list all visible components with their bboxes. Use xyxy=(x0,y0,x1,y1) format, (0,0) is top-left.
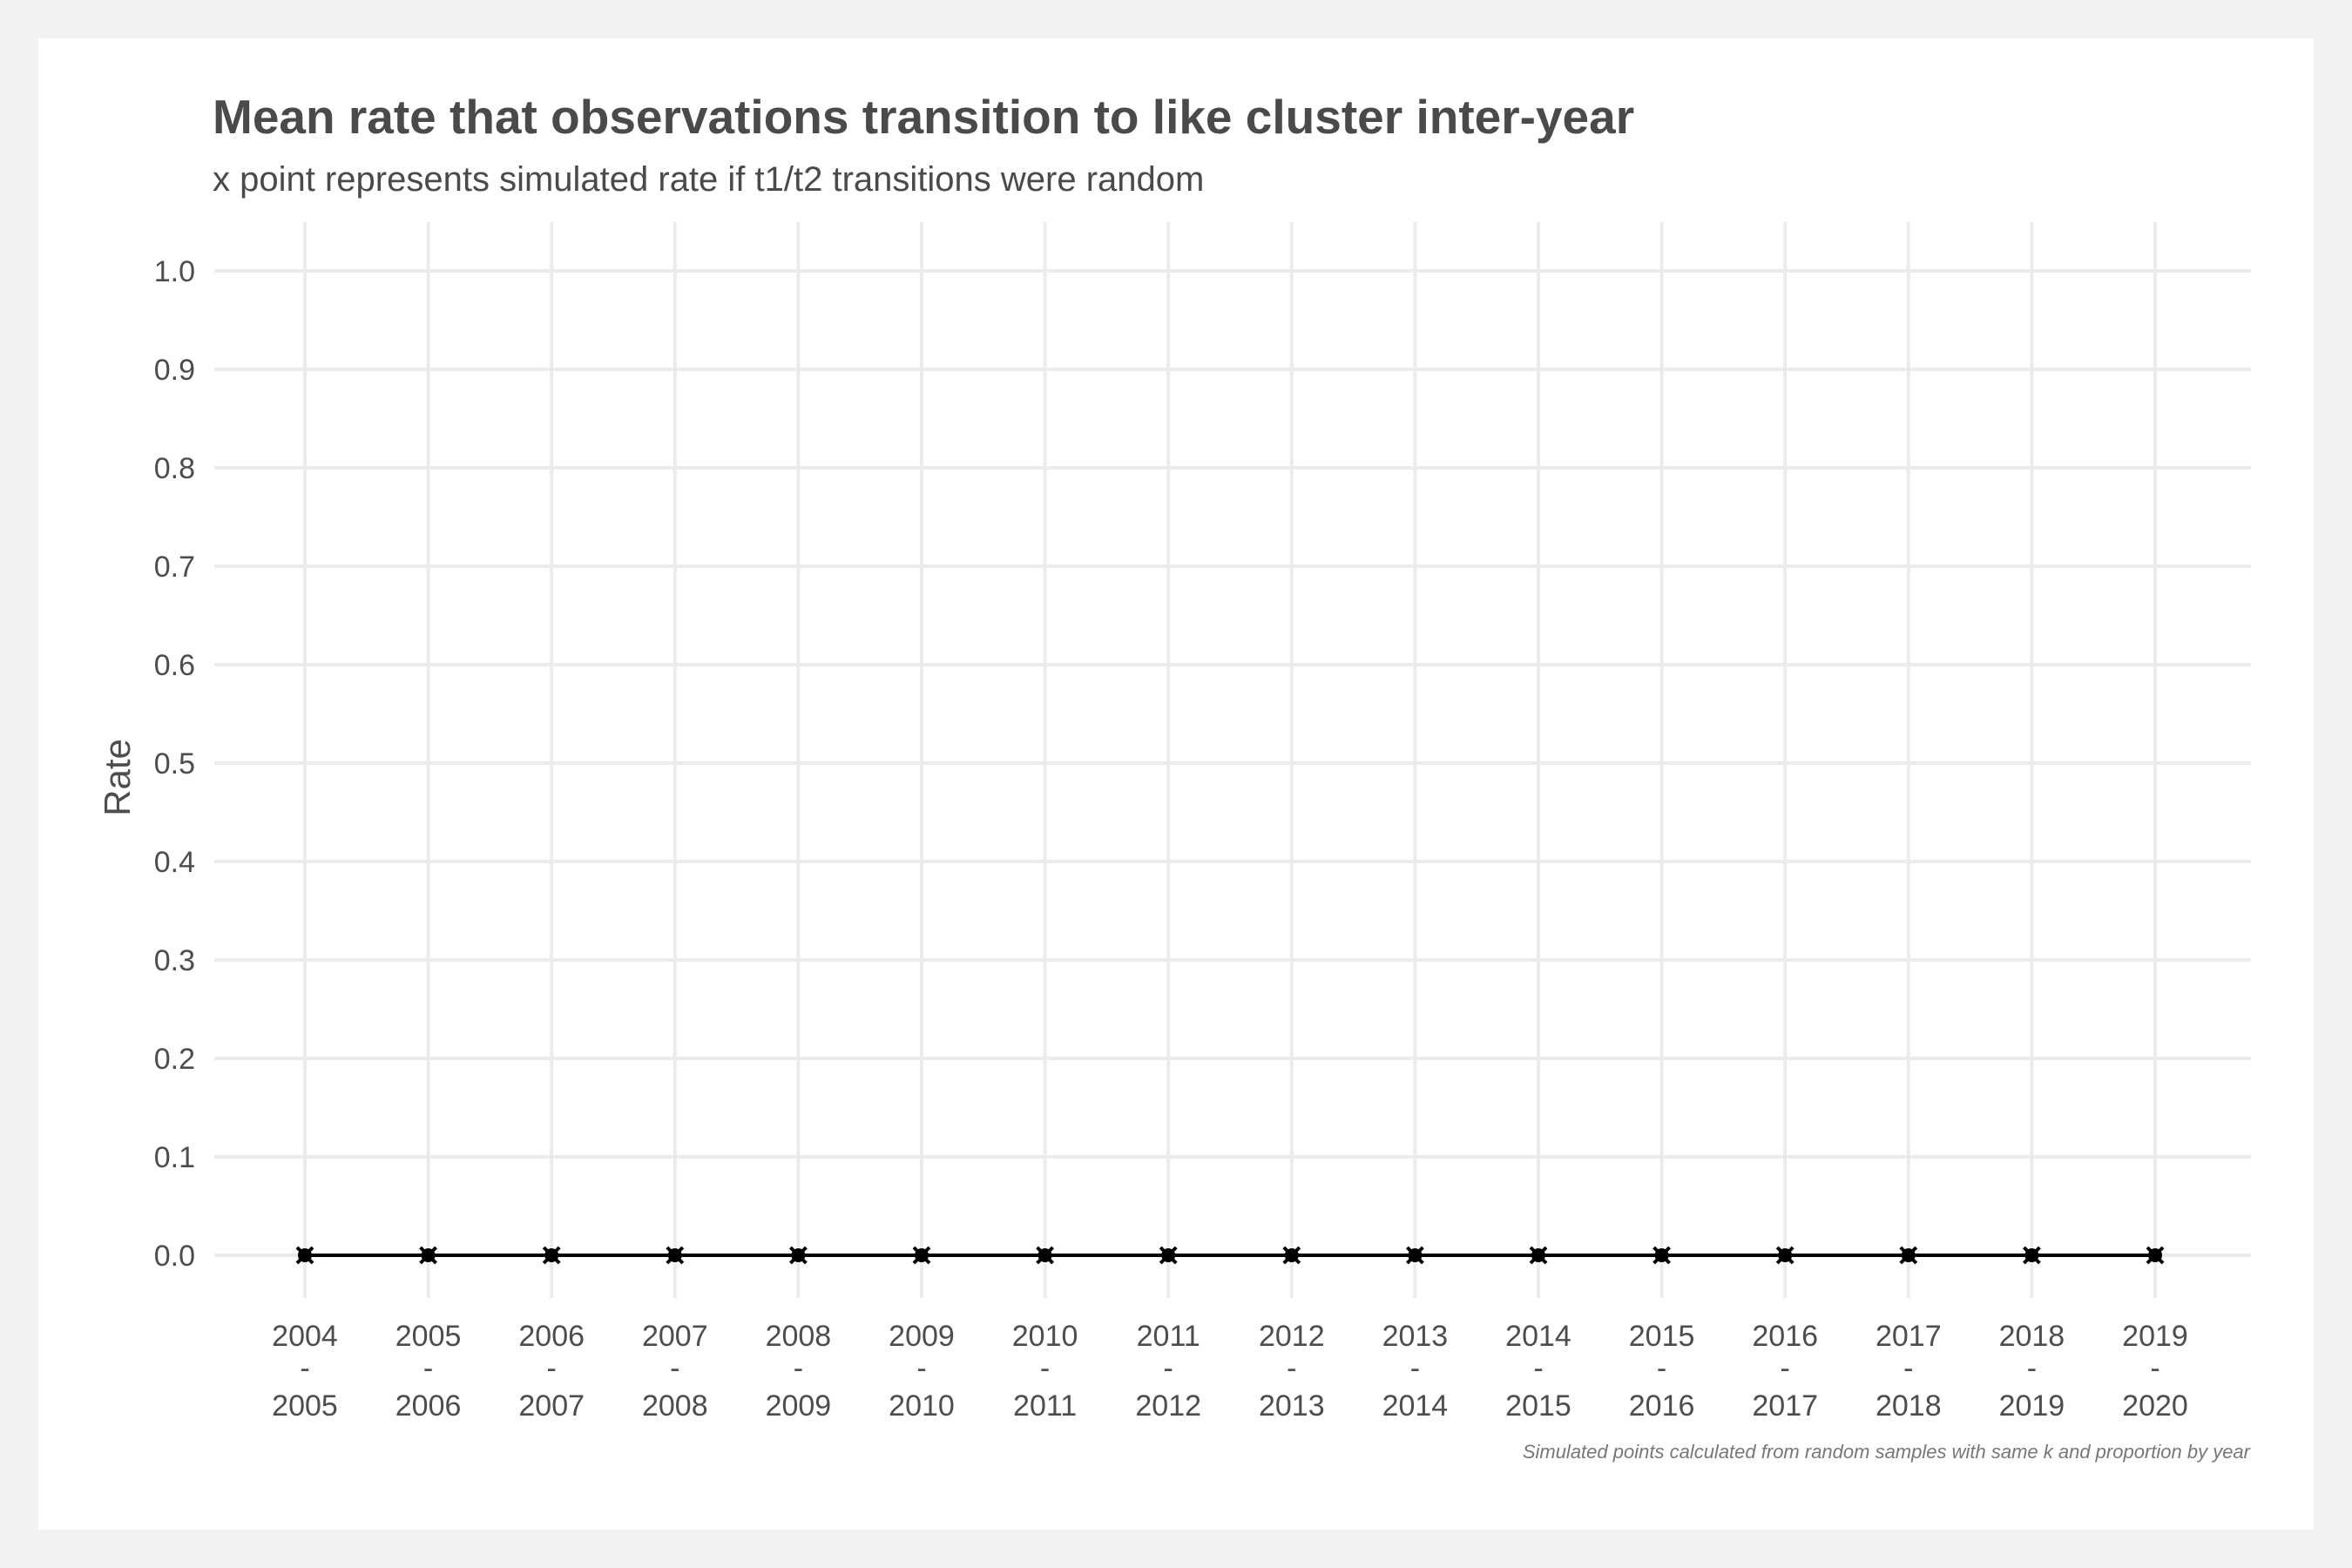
x-tick-label: - xyxy=(1040,1352,1050,1385)
chart-subtitle: x point represents simulated rate if t1/… xyxy=(213,160,1205,199)
x-tick-label: 2006 xyxy=(395,1389,462,1423)
x-tick-label: 2019 xyxy=(2122,1320,2188,1353)
x-tick-label: 2013 xyxy=(1259,1389,1325,1423)
x-tick-label: 2009 xyxy=(889,1320,955,1353)
x-tick-label: 2012 xyxy=(1135,1389,1201,1423)
y-tick-label: 0.3 xyxy=(154,944,195,977)
x-tick-label: 2013 xyxy=(1382,1320,1449,1353)
x-tick-label: - xyxy=(2027,1352,2037,1385)
y-tick-label: 0.6 xyxy=(154,649,195,682)
y-tick-label: 0.0 xyxy=(154,1240,195,1273)
x-tick-label: 2020 xyxy=(2122,1389,2188,1423)
x-tick-label: 2016 xyxy=(1629,1389,1695,1423)
x-tick-label: 2011 xyxy=(1137,1320,1200,1353)
simulated-point-x xyxy=(2022,1246,2041,1265)
x-tick-label: 2018 xyxy=(1876,1389,1942,1423)
x-tick-label: 2005 xyxy=(272,1389,338,1423)
x-tick-label: - xyxy=(1533,1352,1543,1385)
y-tick-label: 0.5 xyxy=(154,747,195,781)
y-tick-label: 0.1 xyxy=(154,1141,195,1174)
x-tick-label: 2012 xyxy=(1259,1320,1325,1353)
x-tick-label: 2009 xyxy=(766,1389,832,1423)
x-tick-label: 2010 xyxy=(889,1389,955,1423)
simulated-point-x xyxy=(1405,1246,1424,1265)
simulated-point-x xyxy=(1652,1246,1672,1265)
chart-title: Mean rate that observations transition t… xyxy=(213,90,1635,144)
x-tick-label: 2005 xyxy=(395,1320,462,1353)
simulated-point-x xyxy=(1529,1246,1548,1265)
y-tick-label: 0.2 xyxy=(154,1043,195,1076)
x-tick-label: 2007 xyxy=(518,1389,585,1423)
simulated-point-x xyxy=(912,1246,931,1265)
x-tick-label: 2011 xyxy=(1013,1389,1077,1423)
x-tick-label: 2008 xyxy=(766,1320,832,1353)
x-tick-label: 2015 xyxy=(1505,1389,1571,1423)
x-tick-label: - xyxy=(300,1352,309,1385)
y-axis-title: Rate xyxy=(97,739,138,816)
x-tick-label: - xyxy=(423,1352,433,1385)
x-tick-label: 2010 xyxy=(1012,1320,1078,1353)
x-tick-label: 2007 xyxy=(642,1320,708,1353)
simulated-point-x xyxy=(1282,1246,1301,1265)
x-tick-label: 2019 xyxy=(1999,1389,2065,1423)
x-tick-label: - xyxy=(547,1352,557,1385)
simulated-point-x xyxy=(1159,1246,1178,1265)
x-tick-label: 2014 xyxy=(1382,1389,1449,1423)
x-tick-label: 2014 xyxy=(1505,1320,1571,1353)
x-tick-label: - xyxy=(794,1352,803,1385)
chart-caption: Simulated points calculated from random … xyxy=(1522,1441,2250,1463)
x-tick-label: 2006 xyxy=(518,1320,585,1353)
x-tick-label: 2008 xyxy=(642,1389,708,1423)
x-tick-label: - xyxy=(1903,1352,1913,1385)
chart-panel xyxy=(38,38,2314,1530)
x-tick-label: 2004 xyxy=(272,1320,338,1353)
x-tick-label: 2016 xyxy=(1752,1320,1818,1353)
x-tick-label: - xyxy=(670,1352,679,1385)
x-tick-label: - xyxy=(1657,1352,1666,1385)
x-tick-label: - xyxy=(1410,1352,1420,1385)
simulated-point-x xyxy=(1036,1246,1055,1265)
x-tick-label: - xyxy=(1781,1352,1790,1385)
x-tick-label: - xyxy=(1287,1352,1296,1385)
simulated-point-x xyxy=(419,1246,438,1265)
x-tick-label: - xyxy=(2150,1352,2159,1385)
simulated-point-x xyxy=(788,1246,808,1265)
y-tick-label: 1.0 xyxy=(154,255,195,288)
simulated-point-x xyxy=(1899,1246,1918,1265)
simulated-point-x xyxy=(542,1246,561,1265)
simulated-point-x xyxy=(1775,1246,1794,1265)
y-tick-label: 0.4 xyxy=(154,846,195,879)
x-tick-label: 2015 xyxy=(1629,1320,1695,1353)
x-tick-label: 2017 xyxy=(1752,1389,1818,1423)
x-tick-label: 2018 xyxy=(1999,1320,2065,1353)
y-tick-label: 0.8 xyxy=(154,452,195,485)
x-tick-label: - xyxy=(916,1352,926,1385)
x-tick-label: - xyxy=(1164,1352,1173,1385)
simulated-point-x xyxy=(666,1246,685,1265)
simulated-point-x xyxy=(295,1246,314,1265)
x-tick-label: 2017 xyxy=(1876,1320,1942,1353)
simulated-point-x xyxy=(2146,1246,2165,1265)
y-tick-label: 0.9 xyxy=(154,354,195,387)
y-tick-label: 0.7 xyxy=(154,551,195,584)
